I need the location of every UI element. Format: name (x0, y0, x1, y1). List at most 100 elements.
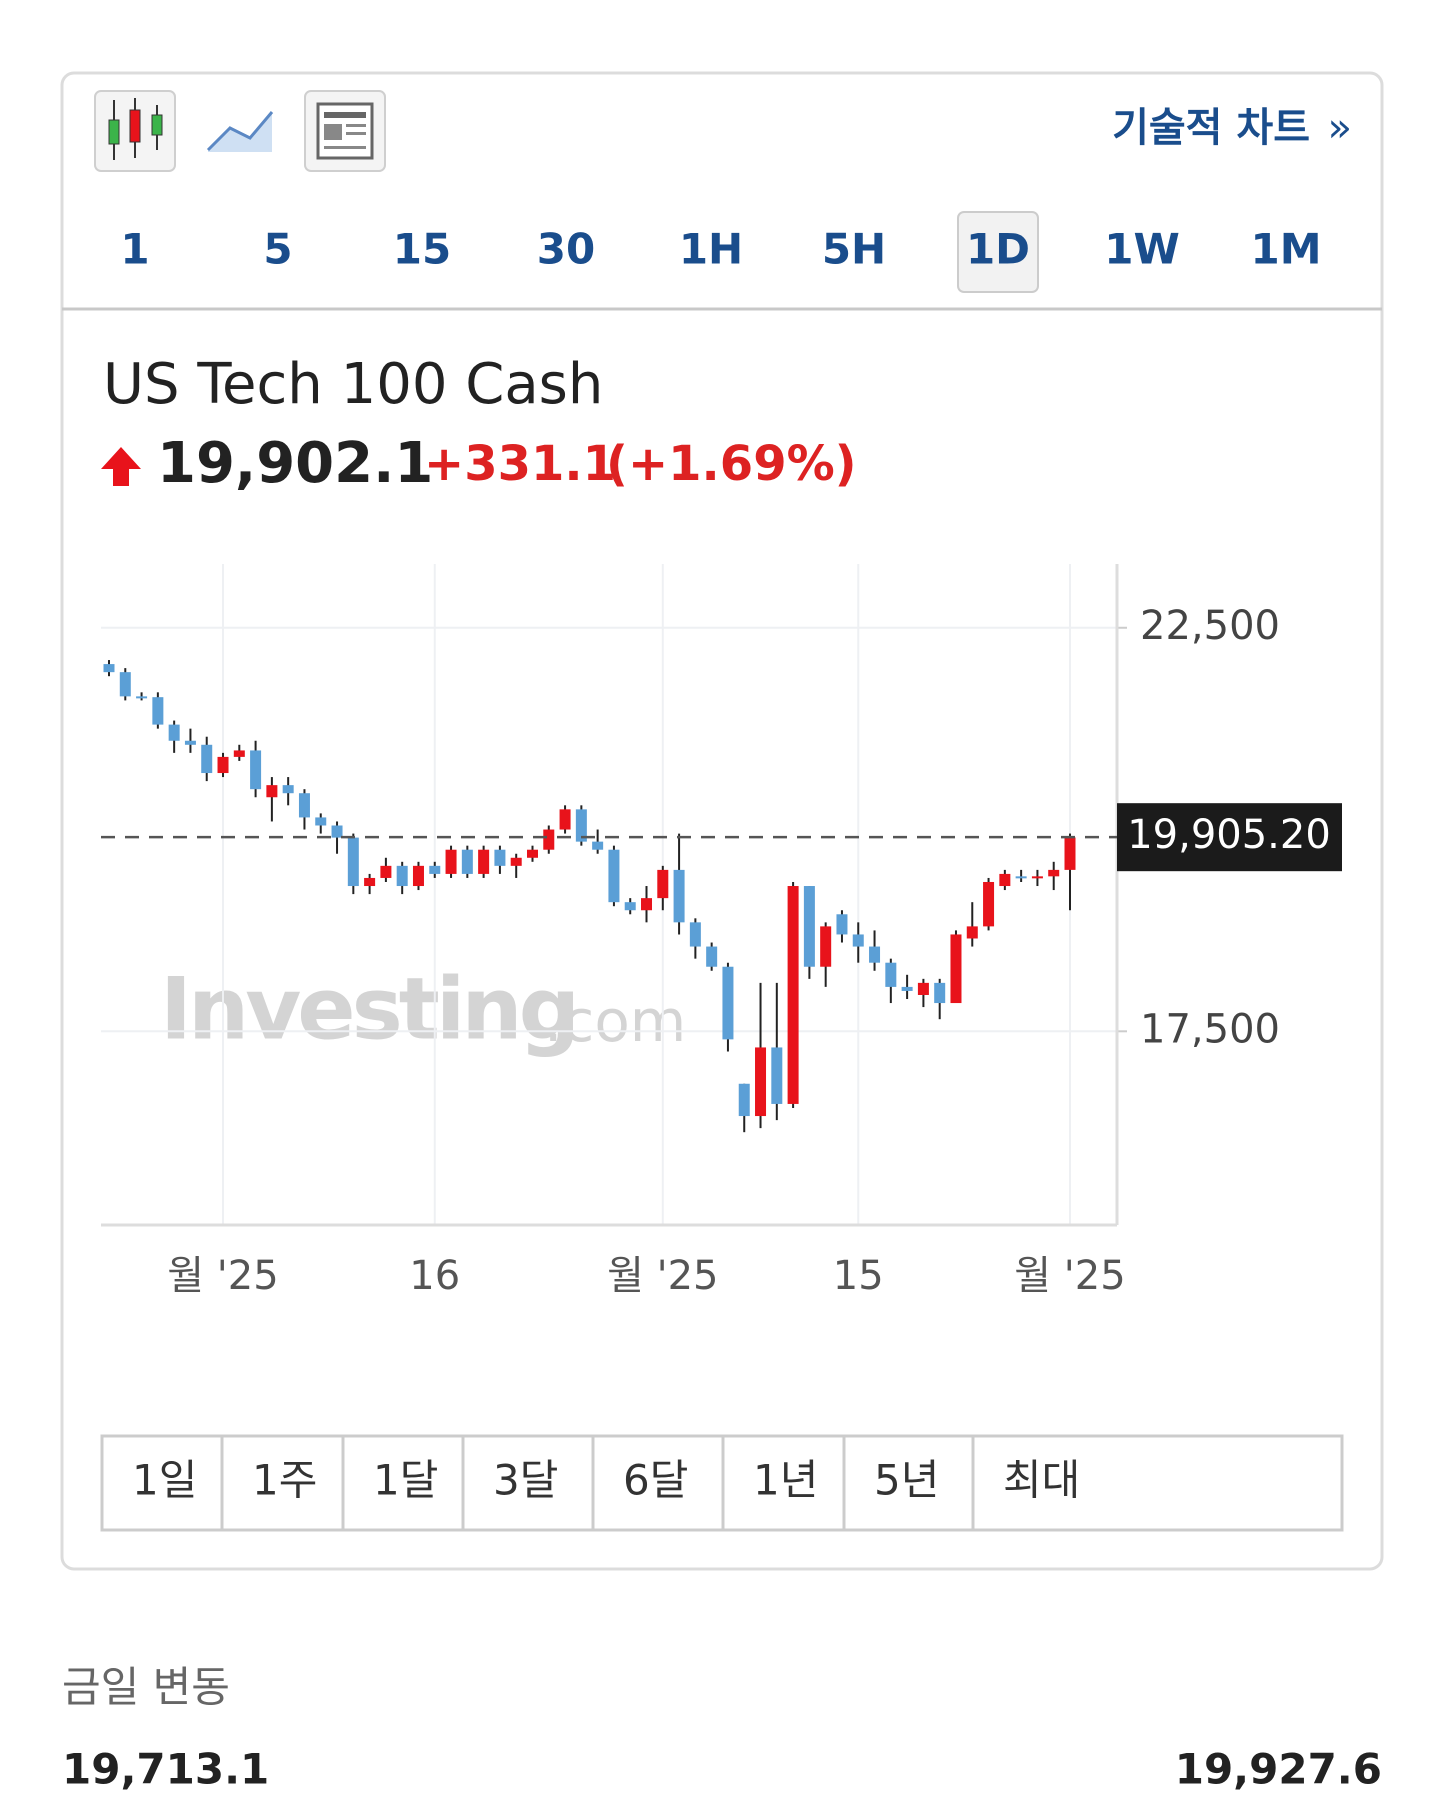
range-button[interactable]: 1달 (373, 1456, 438, 1505)
candle-body (494, 849, 506, 866)
candle-body (917, 982, 929, 995)
candle-body (429, 865, 441, 874)
range-button[interactable]: 1주 (252, 1456, 317, 1505)
watermark: Investing (160, 959, 576, 1059)
candle-body (950, 934, 962, 1004)
timeframe[interactable]: 15 (393, 225, 451, 274)
technical-chart-link[interactable]: 기술적 차트 (1112, 105, 1310, 151)
x-tick-label: 월 '25 (607, 1253, 718, 1299)
up-arrow (101, 447, 141, 486)
timeframe[interactable]: 1M (1250, 225, 1321, 274)
candle-body (298, 793, 310, 818)
candle-body (282, 785, 294, 794)
candle-body (1048, 869, 1060, 877)
day-low: 19,713.1 (62, 1745, 269, 1794)
watermark-suffix: .com (544, 987, 686, 1055)
candle-body (820, 926, 832, 967)
timeframe[interactable]: 5H (822, 225, 886, 274)
candle-body (152, 697, 164, 725)
candle-body (755, 1047, 767, 1117)
candle-body (706, 946, 718, 967)
candle-body (852, 934, 864, 947)
candle-body (510, 857, 522, 866)
timeframe[interactable]: 1 (120, 225, 149, 274)
day-high: 19,927.6 (1175, 1745, 1382, 1794)
candle-body (331, 825, 343, 838)
candle-body (184, 740, 196, 745)
candle-body (478, 849, 490, 874)
candle-body (787, 886, 799, 1104)
news-icon-button[interactable] (304, 90, 386, 172)
candle-body (934, 982, 946, 1004)
candle-body (201, 744, 213, 774)
range-button[interactable]: 1년 (753, 1456, 818, 1505)
change: +331.1 (424, 436, 616, 492)
range-button[interactable]: 1일 (132, 1456, 197, 1505)
candle-body (575, 809, 587, 842)
candle-body (608, 849, 620, 903)
link-icon[interactable]: » (1328, 105, 1352, 151)
candle-body (1031, 876, 1043, 879)
candle-body (526, 849, 538, 858)
candle-body (885, 962, 897, 987)
x-tick-label: 월 '25 (1014, 1253, 1125, 1299)
candle-icon-button[interactable] (94, 90, 176, 172)
timeframe[interactable]: 5 (263, 225, 292, 274)
candle-body (136, 696, 148, 699)
candle-body (673, 869, 685, 923)
candle-body (1015, 876, 1027, 879)
y-tick-label: 17,500 (1140, 1006, 1280, 1052)
card (60, 71, 1384, 1571)
candle-body (119, 672, 131, 697)
candle-body (347, 837, 359, 887)
candle-body (999, 873, 1011, 887)
change-percent: (+1.69%) (606, 436, 857, 492)
candle-body (266, 785, 278, 798)
candle-body (1064, 837, 1076, 870)
candle-body (396, 865, 408, 887)
candle-body (689, 922, 701, 947)
candle-body (803, 886, 815, 967)
x-tick-label: 월 '25 (167, 1253, 278, 1299)
candle-body (233, 750, 245, 757)
candle-body (624, 902, 636, 911)
x-tick-label: 16 (409, 1253, 460, 1299)
candle-body (836, 914, 848, 935)
candle-body (657, 869, 669, 899)
candle-body (461, 849, 473, 874)
candle-body (738, 1083, 750, 1117)
x-tick-label: 15 (833, 1253, 884, 1299)
last-price-label: 19,905.20 (1127, 812, 1331, 858)
line-icon-button[interactable] (206, 111, 274, 152)
day-range-label: 금일 변동 (62, 1663, 230, 1712)
candle-body (722, 966, 734, 1040)
range-button[interactable]: 6달 (623, 1456, 688, 1505)
candle-body (250, 750, 262, 790)
range-button[interactable]: 최대 (1003, 1456, 1080, 1505)
candle-body (641, 898, 653, 911)
timeframe[interactable]: 1H (679, 225, 743, 274)
candle-body (445, 849, 457, 874)
candle-body (592, 841, 604, 850)
candle-body (168, 724, 180, 741)
candle-body (966, 926, 978, 939)
candle-body (412, 865, 424, 887)
timeframe[interactable]: 30 (537, 225, 595, 274)
timeframe[interactable]: 1W (1104, 225, 1180, 274)
instrument-title: US Tech 100 Cash (103, 352, 603, 417)
candle-body (380, 865, 392, 878)
range-button[interactable]: 5년 (874, 1456, 939, 1505)
timeframe[interactable]: 1D (966, 225, 1030, 274)
candle-body (983, 881, 995, 927)
candle-body (869, 946, 881, 963)
y-tick-label: 22,500 (1140, 603, 1280, 649)
selected-timeframe-box (957, 211, 1039, 293)
candle-body (771, 1047, 783, 1104)
range-button[interactable]: 3달 (493, 1456, 558, 1505)
price: 19,902.1 (157, 431, 433, 496)
candle-body (217, 756, 229, 774)
candle-body (559, 809, 571, 830)
candle-body (103, 664, 115, 673)
last-price-box (1117, 803, 1342, 872)
